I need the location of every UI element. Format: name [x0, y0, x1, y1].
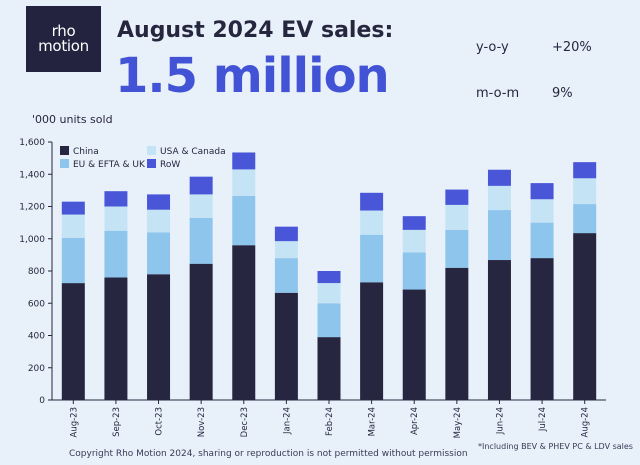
x-tick-label: Jul-24 — [538, 407, 548, 432]
x-tick-label: Mar-24 — [368, 407, 378, 436]
bar-segment-china — [530, 258, 554, 400]
y-tick-label: 1,000 — [19, 235, 45, 245]
bar-segment-row — [402, 216, 426, 230]
yoy-value: +20% — [552, 40, 592, 55]
bar-segment-usa-canada — [61, 214, 85, 238]
y-tick-label: 1,400 — [19, 170, 45, 180]
bar-segment-usa-canada — [445, 204, 469, 230]
bar-segment-usa-canada — [530, 199, 554, 223]
bar-segment-usa-canada — [487, 185, 511, 211]
y-tick-label: 200 — [28, 364, 45, 374]
y-tick-label: 800 — [28, 267, 45, 277]
x-tick-label: Oct-23 — [155, 407, 165, 436]
y-tick-label: 400 — [28, 332, 45, 342]
x-tick-label: Feb-24 — [325, 407, 335, 436]
bar-segment-eu-efta-uk — [445, 229, 469, 268]
bar-segment-usa-canada — [104, 206, 128, 231]
bar-segment-usa-canada — [189, 194, 213, 218]
legend-label-eu-efta-uk: EU & EFTA & UK — [73, 160, 146, 170]
page-title: August 2024 EV sales: — [117, 18, 394, 43]
legend-swatch-usa-canada — [147, 146, 156, 155]
bar-segment-eu-efta-uk — [573, 204, 597, 234]
bar-segment-eu-efta-uk — [530, 222, 554, 259]
bar-segment-usa-canada — [317, 283, 341, 304]
y-tick-label: 600 — [28, 299, 45, 309]
bar-segment-eu-efta-uk — [317, 303, 341, 338]
x-tick-label: Jun-24 — [495, 407, 505, 435]
x-tick-label: Dec-23 — [240, 407, 250, 437]
bar-segment-usa-canada — [573, 178, 597, 205]
x-tick-label: May-24 — [453, 407, 463, 438]
legend-swatch-china — [60, 146, 69, 155]
bar-segment-china — [402, 289, 426, 400]
bar-segment-china — [232, 245, 256, 400]
bar-segment-eu-efta-uk — [360, 234, 384, 283]
yoy-label: y-o-y — [476, 40, 509, 55]
bar-segment-row — [445, 189, 469, 205]
bar-segment-china — [445, 267, 469, 400]
bar-segment-usa-canada — [232, 169, 256, 197]
bar-segment-eu-efta-uk — [104, 230, 128, 278]
bar-segment-row — [61, 201, 85, 215]
bar-segment-china — [487, 260, 511, 400]
bar-segment-eu-efta-uk — [61, 237, 85, 284]
rho-motion-logo: rho motion — [26, 6, 101, 72]
bar-segment-eu-efta-uk — [274, 258, 298, 293]
bar-segment-eu-efta-uk — [232, 196, 256, 246]
bar-segment-eu-efta-uk — [487, 210, 511, 261]
bar-segment-row — [147, 194, 171, 210]
bar-segment-row — [104, 191, 128, 207]
headline-figure: 1.5 million — [115, 48, 390, 104]
bar-segment-china — [274, 292, 298, 400]
y-tick-label: 1,600 — [19, 138, 45, 148]
x-tick-label: Aug-23 — [69, 407, 79, 437]
bar-segment-china — [573, 233, 597, 400]
copyright-notice: Copyright Rho Motion 2024, sharing or re… — [69, 449, 468, 459]
bar-segment-row — [573, 162, 597, 179]
x-tick-label: Sep-23 — [112, 407, 122, 437]
bar-segment-row — [232, 152, 256, 170]
bar-segment-row — [317, 271, 341, 284]
bar-segment-usa-canada — [360, 210, 384, 235]
mom-label: m-o-m — [476, 86, 520, 101]
footnote: *Including BEV & PHEV PC & LDV sales — [478, 442, 633, 451]
logo-text-line1: rho — [51, 22, 76, 40]
bar-segment-row — [189, 176, 213, 195]
x-tick-label: Apr-24 — [410, 407, 420, 435]
bar-segment-china — [147, 274, 171, 400]
mom-value: 9% — [552, 86, 573, 101]
bar-segment-usa-canada — [402, 229, 426, 253]
bar-segment-row — [487, 169, 511, 186]
y-tick-label: 1,200 — [19, 203, 45, 213]
bar-segment-row — [360, 192, 384, 211]
bar-segment-usa-canada — [274, 241, 298, 259]
x-tick-label: Nov-23 — [197, 407, 207, 437]
bar-segment-china — [189, 263, 213, 400]
bar-segment-china — [360, 282, 384, 400]
legend-swatch-row — [147, 159, 156, 168]
bar-segment-eu-efta-uk — [189, 217, 213, 264]
x-tick-label: Jan-24 — [282, 407, 292, 435]
legend-label-row: RoW — [160, 160, 180, 170]
logo-text-line2: motion — [38, 37, 89, 55]
bar-segment-eu-efta-uk — [147, 232, 171, 275]
x-tick-label: Aug-24 — [581, 407, 591, 437]
legend-label-china: China — [73, 147, 99, 157]
bar-segment-china — [61, 283, 85, 400]
bar-segment-china — [317, 337, 341, 400]
bar-segment-china — [104, 277, 128, 400]
y-tick-label: 0 — [39, 396, 45, 406]
y-axis-label: '000 units sold — [32, 113, 113, 126]
bar-segment-row — [530, 183, 554, 200]
bar-segment-row — [274, 226, 298, 242]
legend-swatch-eu-efta-uk — [60, 159, 69, 168]
bar-segment-usa-canada — [147, 209, 171, 233]
bar-segment-eu-efta-uk — [402, 252, 426, 290]
legend-label-usa-canada: USA & Canada — [160, 147, 226, 157]
